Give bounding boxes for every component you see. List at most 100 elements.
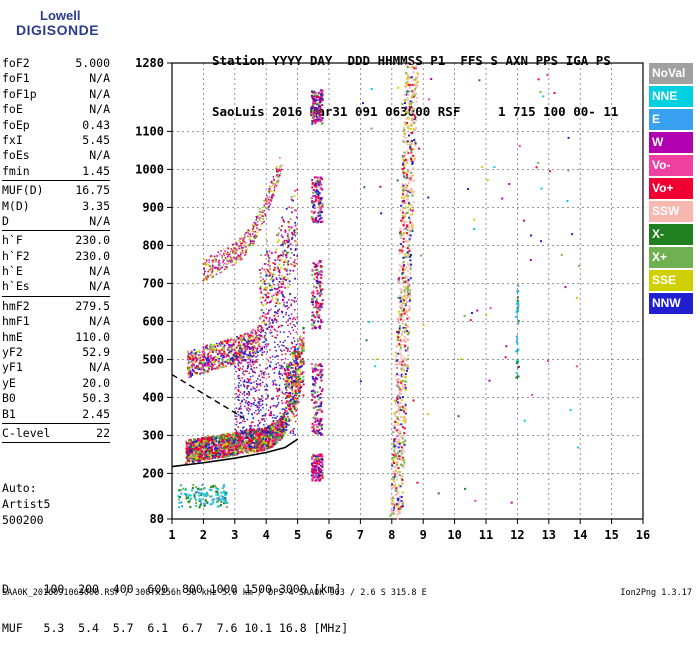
echo-dot [253,367,255,369]
echo-dot [286,423,288,425]
echo-dot [250,233,252,235]
echo-dot [239,241,241,243]
echo-dot [224,255,226,257]
echo-dot [237,375,239,377]
echo-dot [282,236,284,238]
echo-dot [315,327,317,329]
echo-dot [205,455,207,457]
echo-dot [260,405,262,407]
echo-dot [318,314,320,316]
echo-dot [261,371,263,373]
echo-dot [288,331,290,333]
echo-dot [206,278,208,280]
echo-dot [228,452,230,454]
echo-dot [198,350,200,352]
echo-dot [406,125,408,127]
echo-dot [395,447,397,449]
echo-dot [229,256,231,258]
echo-dot [262,382,264,384]
echo-dot [236,249,238,251]
echo-dot [252,227,254,229]
echo-dot [318,220,320,222]
echo-dot [261,400,263,402]
echo-dot [233,251,235,253]
echo-dot [286,410,288,412]
echo-dot [411,62,413,64]
echo-dot [261,373,263,375]
echo-dot [255,238,257,240]
echo-dot [316,313,318,315]
echo-dot [240,380,242,382]
echo-dot [283,331,285,333]
echo-dot [265,271,267,273]
echo-dot [318,423,320,425]
echo-dot [311,123,313,125]
echo-dot [198,363,200,365]
echo-dot [228,352,230,354]
echo-dot [263,377,265,379]
echo-dot [259,344,261,346]
echo-dot [267,197,269,199]
echo-dot [404,254,406,256]
echo-dot [291,237,293,239]
echo-dot [233,339,235,341]
echo-dot [187,359,189,361]
echo-dot [311,113,313,115]
echo-dot [260,432,262,434]
echo-dot [283,264,285,266]
echo-dot [243,241,245,243]
echo-dot [226,253,228,255]
echo-dot [292,430,294,432]
echo-dot [262,304,264,306]
echo-dot [240,437,242,439]
echo-dot [312,367,314,369]
echo-dot [264,316,266,318]
echo-dot [285,388,287,390]
echo-dot [190,367,192,369]
echo-dot [300,344,302,346]
echo-dot [274,311,276,313]
echo-dot [195,444,197,446]
echo-dot [286,385,288,387]
echo-dot [291,196,293,198]
echo-dot [290,374,292,376]
echo-dot [207,271,209,273]
echo-dot [296,255,298,257]
echo-dot [320,380,322,382]
echo-dot [249,336,251,338]
echo-dot [297,316,299,318]
echo-dot [242,427,244,429]
echo-dot [226,267,228,269]
echo-dot [256,367,258,369]
echo-dot [290,408,292,410]
echo-dot [232,348,234,350]
echo-dot [231,363,233,365]
x-tick-label: 10 [447,528,461,542]
echo-dot [303,383,305,385]
echo-dot [291,300,293,302]
echo-dot [251,389,253,391]
echo-dot [204,279,206,281]
echo-dot [230,352,232,354]
echo-dot [238,391,240,393]
echo-dot [276,442,278,444]
echo-dot [234,349,236,351]
echo-dot [290,372,292,374]
echo-dot [202,364,204,366]
echo-dot [218,456,220,458]
echo-dot [218,362,220,364]
echo-dot [267,367,269,369]
echo-dot [231,260,233,262]
echo-dot [261,336,263,338]
echo-dot [262,212,264,214]
echo-dot [210,457,212,459]
echo-dot [250,241,252,243]
echo-dot [301,365,303,367]
echo-dot [259,422,261,424]
echo-dot [188,368,190,370]
echo-dot [272,368,274,370]
echo-dot [213,344,215,346]
echo-dot [266,445,268,447]
echo-dot [279,302,281,304]
echo-dot [234,247,236,249]
